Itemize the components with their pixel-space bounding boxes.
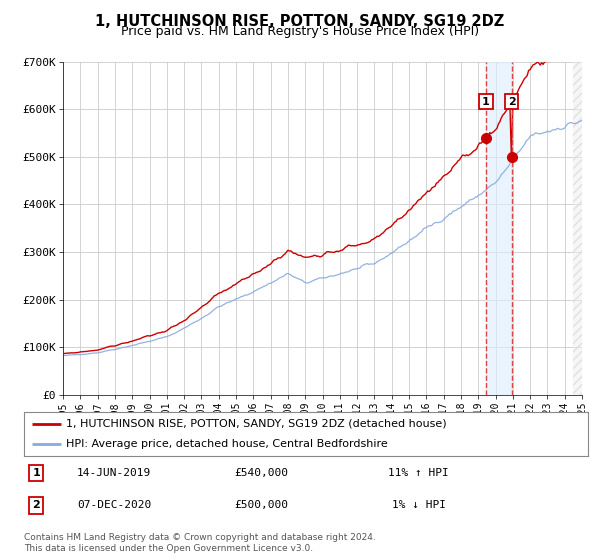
Text: 14-JUN-2019: 14-JUN-2019 — [77, 468, 151, 478]
Text: HPI: Average price, detached house, Central Bedfordshire: HPI: Average price, detached house, Cent… — [66, 439, 388, 449]
Bar — [486, 62, 512, 395]
Text: £540,000: £540,000 — [234, 468, 288, 478]
Text: 2: 2 — [32, 501, 40, 510]
Text: 1: 1 — [32, 468, 40, 478]
Text: This data is licensed under the Open Government Licence v3.0.: This data is licensed under the Open Gov… — [24, 544, 313, 553]
Text: 2: 2 — [508, 96, 515, 106]
Text: Contains HM Land Registry data © Crown copyright and database right 2024.: Contains HM Land Registry data © Crown c… — [24, 533, 376, 542]
Text: 1, HUTCHINSON RISE, POTTON, SANDY, SG19 2DZ (detached house): 1, HUTCHINSON RISE, POTTON, SANDY, SG19 … — [66, 419, 447, 429]
Text: 07-DEC-2020: 07-DEC-2020 — [77, 501, 151, 510]
Text: 1, HUTCHINSON RISE, POTTON, SANDY, SG19 2DZ: 1, HUTCHINSON RISE, POTTON, SANDY, SG19 … — [95, 14, 505, 29]
Text: 1: 1 — [482, 96, 490, 106]
Text: £500,000: £500,000 — [234, 501, 288, 510]
Text: 11% ↑ HPI: 11% ↑ HPI — [388, 468, 449, 478]
Bar — [574, 62, 590, 395]
Text: Price paid vs. HM Land Registry's House Price Index (HPI): Price paid vs. HM Land Registry's House … — [121, 25, 479, 38]
Text: 1% ↓ HPI: 1% ↓ HPI — [392, 501, 446, 510]
